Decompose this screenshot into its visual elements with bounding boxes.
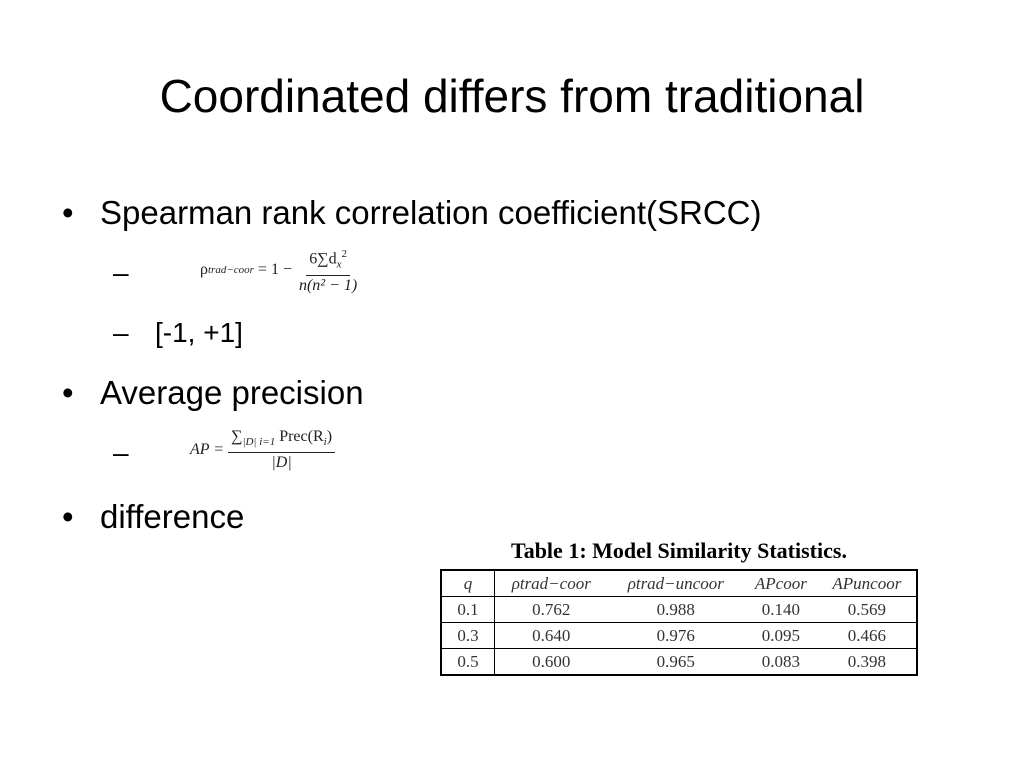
table-header-row: q ρtrad−coor ρtrad−uncoor APcoor APuncoo… <box>441 570 917 597</box>
table-cell: 0.466 <box>817 622 917 649</box>
table-header-cell: APuncoor <box>817 570 917 597</box>
sub-range: – [-1, +1] <box>113 316 243 350</box>
formula-equals: = 1 − <box>257 260 292 278</box>
ap-lhs: AP = <box>190 441 225 459</box>
numerator-text: 6∑d <box>309 250 337 268</box>
table-cell: 0.1 <box>441 596 495 623</box>
table-cell: 0.600 <box>494 648 608 675</box>
bullet-dot: • <box>62 194 74 231</box>
formula-rho: ρ <box>200 260 208 278</box>
ap-prec: Prec(R <box>279 428 324 445</box>
formula-fraction: 6∑dx2 n(n² − 1) <box>296 245 360 295</box>
sub-srcc-formula: – <box>113 256 155 290</box>
formula-numerator: 6∑dx2 <box>306 245 350 276</box>
table-cell: 0.140 <box>761 599 800 619</box>
bullet-difference: • difference <box>62 497 244 537</box>
table-cell: 0.398 <box>817 648 917 675</box>
table-cell: 0.3 <box>441 622 495 649</box>
table-cell: 0.640 <box>494 622 608 649</box>
range-text: [-1, +1] <box>155 317 243 348</box>
table-cell: 0.965 <box>607 648 744 675</box>
bullet-difference-text: difference <box>100 498 245 535</box>
table-caption: Table 1: Model Similarity Statistics. <box>511 538 847 563</box>
sub-dash: – <box>113 257 129 288</box>
table-cell: 0.083 <box>743 648 818 675</box>
table-row: 0.1 0.762 0.988 0.140 0.569 <box>441 596 917 623</box>
ap-denominator: |D| <box>271 454 292 472</box>
bullet-average-precision: • Average precision <box>62 373 364 413</box>
table-header-cell: ρtrad−coor <box>494 570 608 597</box>
sub-dash: – <box>113 317 129 348</box>
table-cell: 0.569 <box>847 599 886 619</box>
bullet-dot: • <box>62 374 74 411</box>
table-cell: 0.976 <box>607 622 744 649</box>
ap-numerator: ∑|D| i=1 Prec(Ri) <box>228 428 336 454</box>
table-row: 0.5 0.600 0.965 0.083 0.398 <box>441 648 917 675</box>
sub-ap-formula: – <box>113 436 155 470</box>
numerator-sup: 2 <box>341 248 347 260</box>
ap-prec-close: ) <box>326 428 333 445</box>
bullet-dot: • <box>62 498 74 535</box>
ap-sum-limits: |D| i=1 <box>242 436 276 449</box>
table-header-cell: q <box>441 570 495 597</box>
table-header-cell: APcoor <box>743 570 818 597</box>
ap-formula: AP = ∑|D| i=1 Prec(Ri) |D| <box>190 428 336 472</box>
ap-fraction: ∑|D| i=1 Prec(Ri) |D| <box>228 428 336 472</box>
table-cell: 0.095 <box>743 622 818 649</box>
slide-title: Coordinated differs from traditional <box>159 70 865 122</box>
similarity-table: q ρtrad−coor ρtrad−uncoor APcoor APuncoo… <box>440 569 918 676</box>
ap-prec-sub: i <box>323 436 327 449</box>
bullet-srcc: • Spearman rank correlation coefficient(S… <box>62 193 762 233</box>
table-cell: 0.5 <box>441 648 495 675</box>
table-cell: 0.762 <box>532 599 571 619</box>
sub-dash: – <box>113 437 129 468</box>
numerator-sub: x <box>336 258 342 271</box>
ap-sum: ∑ <box>231 428 243 445</box>
table-row: 0.3 0.640 0.976 0.095 0.466 <box>441 622 917 649</box>
srcc-formula: ρ trad−coor = 1 − 6∑dx2 n(n² − 1) <box>200 245 360 295</box>
table-cell: 0.988 <box>656 599 695 619</box>
bullet-srcc-text: Spearman rank correlation coefficient(SR… <box>100 194 762 231</box>
formula-rho-subscript: trad−coor <box>207 263 254 276</box>
table-header-cell: ρtrad−uncoor <box>607 570 744 597</box>
bullet-ap-text: Average precision <box>100 374 364 411</box>
formula-denominator: n(n² − 1) <box>298 276 358 294</box>
